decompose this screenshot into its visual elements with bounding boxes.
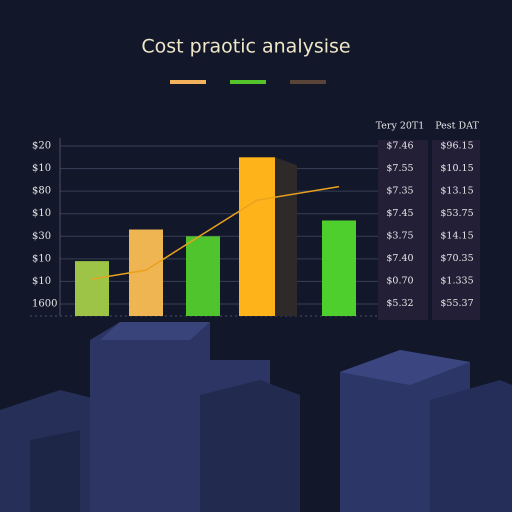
decor-blocks <box>0 322 512 512</box>
legend-swatch <box>290 80 326 84</box>
y-tick-label: $10 <box>32 163 51 174</box>
table-cell: $70.35 <box>440 253 473 264</box>
y-tick-label: $10 <box>32 253 51 264</box>
table-column-bg <box>432 140 480 320</box>
y-tick-label: $20 <box>32 141 51 152</box>
bar <box>322 220 356 316</box>
table-cell: $1.335 <box>440 276 473 287</box>
table-cell: $7.40 <box>386 253 413 264</box>
table-cell: $96.15 <box>440 141 473 152</box>
table-column-bg <box>378 140 428 320</box>
table-cell: $7.55 <box>386 163 413 174</box>
bar <box>239 157 275 316</box>
y-tick-label: $80 <box>32 186 51 197</box>
legend-swatch <box>170 80 206 84</box>
chart-title: Cost praotic analysise <box>141 36 350 58</box>
table-cell: $7.35 <box>386 186 413 197</box>
bar <box>75 261 109 316</box>
table-header: Pest DAT <box>435 121 479 132</box>
table-cell: $53.75 <box>440 208 473 219</box>
line <box>91 185 340 280</box>
table-header: Tery 20T1 <box>376 121 425 132</box>
bar-side <box>275 157 297 316</box>
table-cell: $3.75 <box>386 231 413 242</box>
bar <box>186 236 220 316</box>
legend-swatch <box>230 80 266 84</box>
table-cell: $0.70 <box>386 276 413 287</box>
table-cell: $55.37 <box>440 298 473 309</box>
table-cell: $5.32 <box>386 298 413 309</box>
table-cell: $7.46 <box>386 141 413 152</box>
table-cell: $10.15 <box>440 163 473 174</box>
y-tick-label: $10 <box>32 208 51 219</box>
y-tick-label: $10 <box>32 276 51 287</box>
y-tick-label: $30 <box>32 231 51 242</box>
table-cell: $13.15 <box>440 186 473 197</box>
table-cell: $7.45 <box>386 208 413 219</box>
table-cell: $14.15 <box>440 231 473 242</box>
y-tick-label: 1600 <box>32 299 57 310</box>
